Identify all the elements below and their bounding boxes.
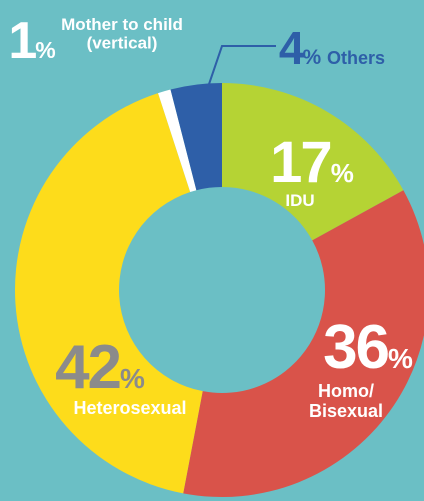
value-label: 17% <box>270 130 354 195</box>
category-label: IDU <box>285 191 314 210</box>
value-label: 42% <box>55 333 145 402</box>
value-unit: % <box>120 363 145 394</box>
category-label: Homo/Bisexual <box>309 381 383 421</box>
value-number: 36 <box>323 313 388 382</box>
value-number: 17 <box>270 130 331 195</box>
donut-segment <box>183 190 424 497</box>
value-label: 1% <box>8 12 55 70</box>
donut-segment <box>15 93 203 494</box>
value-label: 36% <box>323 313 413 382</box>
donut-segment <box>222 83 404 241</box>
value-label: 4% <box>279 22 322 74</box>
value-unit: % <box>302 46 321 69</box>
category-label: Others <box>327 48 385 68</box>
category-label: Heterosexual <box>73 398 186 418</box>
category-label: Mother to child (vertical) <box>61 15 183 53</box>
donut-segment <box>158 89 197 193</box>
value-number: 1 <box>8 12 36 70</box>
value-number: 42 <box>55 333 120 402</box>
donut-segment <box>170 83 222 191</box>
value-unit: % <box>388 343 413 374</box>
value-unit: % <box>331 158 354 188</box>
leader-line <box>206 45 276 91</box>
value-number: 4 <box>279 22 305 74</box>
value-unit: % <box>35 37 55 63</box>
